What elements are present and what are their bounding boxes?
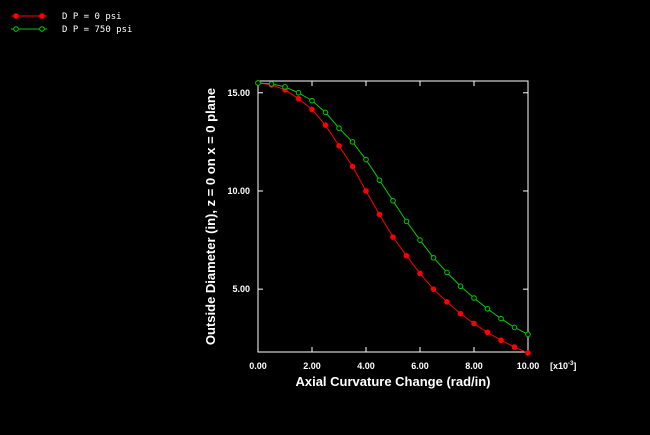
axis-ticks: 0.00 2.00 4.00 6.00 8.00 10.00 5.00 10.00 15.00 (227, 81, 539, 371)
legend-marker (39, 26, 45, 32)
x-multiplier-label: [x10-3] (550, 361, 576, 371)
data-point (268, 81, 275, 87)
data-point (336, 125, 342, 131)
y-tick-label: 5.00 (232, 284, 250, 294)
data-point (484, 305, 491, 312)
legend-marker (39, 13, 45, 19)
data-point (430, 254, 437, 261)
y-tick-label: 15.00 (227, 88, 250, 98)
legend-label: D P = 0 psi (62, 12, 122, 22)
series-0 (255, 80, 531, 356)
legend-entry: D P = 0 psi (11, 12, 122, 22)
plot-frame (257, 80, 529, 353)
data-point (309, 106, 315, 113)
data-point (444, 299, 450, 305)
x-tick-label: 2.00 (303, 361, 321, 371)
data-point (376, 211, 383, 218)
data-point (376, 177, 383, 183)
data-point (444, 269, 450, 276)
legend-entry: D P = 750 psi (11, 25, 132, 35)
data-point (390, 234, 396, 240)
data-point (295, 95, 302, 102)
data-point (498, 315, 504, 322)
x-multiplier-exponent: -3 (568, 361, 574, 367)
data-point (471, 295, 477, 301)
data-point (511, 324, 518, 331)
x-axis-title: Axial Curvature Change (rad/in) (295, 374, 490, 389)
data-point (457, 310, 464, 317)
series-line (257, 82, 529, 335)
data-point (417, 237, 423, 243)
data-point (349, 163, 356, 170)
legend-label: D P = 750 psi (62, 25, 132, 35)
legend-marker (13, 13, 19, 19)
y-axis-title: Outside Diameter (in), z = 0 on x = 0 pl… (203, 88, 218, 345)
y-tick-label: 10.00 (227, 186, 250, 196)
data-point (336, 143, 342, 149)
data-point (363, 188, 369, 194)
data-point (255, 80, 261, 86)
data-point (498, 337, 504, 344)
x-tick-label: 8.00 (465, 361, 483, 371)
data-point (417, 270, 423, 277)
x-tick-label: 6.00 (411, 361, 429, 371)
data-point (363, 156, 369, 163)
data-point (309, 97, 315, 104)
data-point (403, 218, 410, 225)
x-tick-label: 0.00 (249, 361, 267, 371)
data-point (295, 89, 302, 96)
x-multiplier-suffix: ] (573, 361, 576, 371)
data-point (349, 139, 356, 145)
x-tick-label: 10.00 (517, 361, 540, 371)
data-point (403, 252, 410, 259)
series-1 (255, 80, 531, 338)
data-point (322, 109, 329, 116)
series-line (257, 82, 529, 354)
x-multiplier-prefix: [x10 (550, 361, 568, 371)
data-point (511, 344, 518, 350)
series-layer (255, 80, 531, 356)
x-tick-label: 4.00 (357, 361, 375, 371)
data-point (282, 84, 288, 90)
data-point (322, 122, 329, 128)
data-point (525, 331, 531, 338)
data-point (390, 197, 396, 204)
data-point (484, 329, 491, 336)
legend: D P = 0 psi D P = 750 psi (11, 12, 132, 35)
data-point (457, 283, 464, 290)
data-point (525, 350, 531, 356)
legend-marker (13, 26, 19, 32)
data-point (471, 320, 477, 327)
data-point (430, 286, 437, 292)
